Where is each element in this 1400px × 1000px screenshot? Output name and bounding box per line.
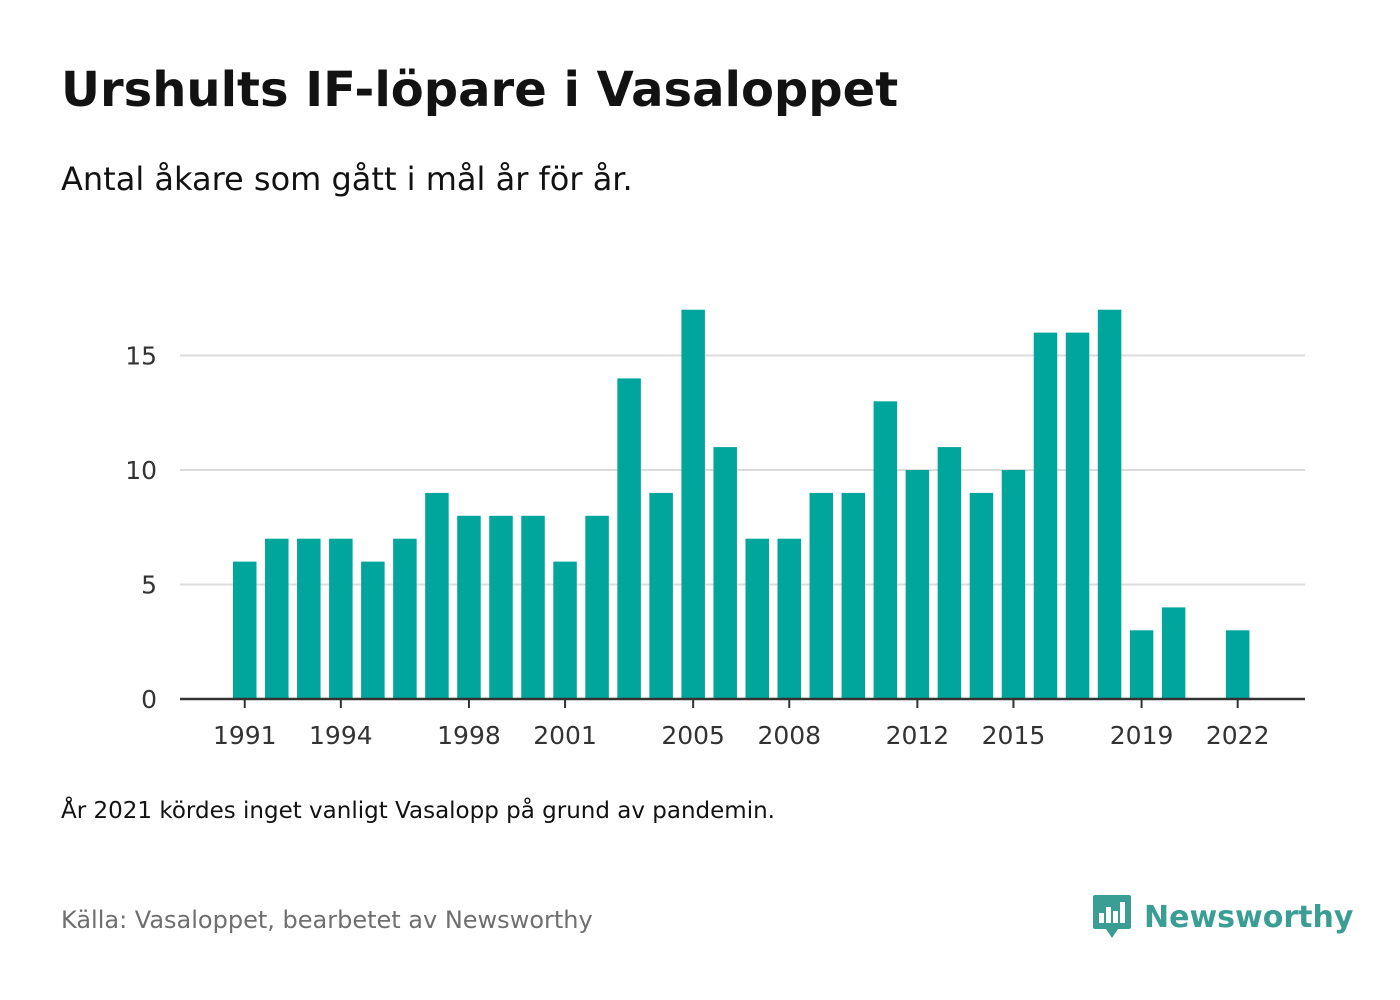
bar-1991 — [233, 561, 257, 699]
bar-2010 — [841, 492, 866, 699]
bar-chart-speech-bubble-icon — [1093, 895, 1131, 938]
bar-2015 — [1001, 470, 1026, 699]
bar-2005 — [681, 309, 705, 699]
bar-2014 — [969, 492, 994, 699]
bar-2020 — [1161, 607, 1186, 699]
y-tick-label: 10 — [125, 456, 157, 485]
brand-logo: Newsworthy — [1092, 893, 1353, 941]
bar-2011 — [873, 401, 898, 699]
bar-2012 — [905, 470, 930, 699]
x-tick-label: 2019 — [1110, 721, 1174, 750]
y-tick-label: 0 — [141, 685, 157, 714]
bar-2007 — [745, 538, 769, 699]
bar-2017 — [1065, 332, 1090, 699]
axes: 0 5 10 15 1991 1994 1998 2001 2005 2008 2012 2015 20… — [125, 342, 1305, 750]
chart-title: Urshults IF-löpare i Vasaloppet — [61, 62, 899, 118]
bar-1997 — [425, 492, 449, 699]
footnote: År 2021 kördes inget vanligt Vasalopp på… — [61, 798, 775, 824]
bar-2002 — [585, 515, 609, 699]
bar-2018 — [1097, 309, 1122, 699]
bar-2019 — [1129, 630, 1154, 699]
source-credit: Källa: Vasaloppet, bearbetet av Newswort… — [61, 906, 593, 934]
bar-2008 — [777, 538, 802, 699]
chart-subtitle: Antal åkare som gått i mål år för år. — [61, 160, 633, 198]
bar-1994 — [329, 538, 353, 699]
bar-1996 — [393, 538, 417, 699]
bar-1999 — [489, 515, 513, 699]
x-tick-label: 2012 — [886, 721, 950, 750]
bar-2000 — [521, 515, 545, 699]
y-tick-label: 15 — [125, 342, 157, 371]
x-tick-label: 1991 — [213, 721, 277, 750]
bar-1995 — [361, 561, 385, 699]
bar-2004 — [649, 492, 673, 699]
bar-2001 — [553, 561, 577, 699]
bar-1998 — [457, 515, 481, 699]
x-tick-label: 2015 — [982, 721, 1046, 750]
bar-1992 — [265, 538, 289, 699]
bar-2003 — [617, 378, 641, 699]
y-tick-label: 5 — [141, 571, 157, 600]
bar-2006 — [713, 447, 737, 699]
x-tick-label: 1994 — [309, 721, 373, 750]
bar-2016 — [1033, 332, 1058, 699]
x-tick-label: 2005 — [661, 721, 725, 750]
bar-2009 — [809, 492, 834, 699]
x-tick-label: 1998 — [437, 721, 501, 750]
bar-2022 — [1225, 630, 1250, 699]
bar-1993 — [297, 538, 321, 699]
bar-chart: 0 5 10 15 1991 1994 1998 2001 2005 2008 2012 2015 20… — [125, 309, 1305, 750]
bar-2013 — [937, 447, 962, 699]
bars — [233, 309, 1250, 699]
x-tick-label: 2022 — [1206, 721, 1270, 750]
x-tick-label: 2008 — [757, 721, 821, 750]
brand-name: Newsworthy — [1144, 899, 1354, 935]
x-tick-label: 2001 — [533, 721, 597, 750]
